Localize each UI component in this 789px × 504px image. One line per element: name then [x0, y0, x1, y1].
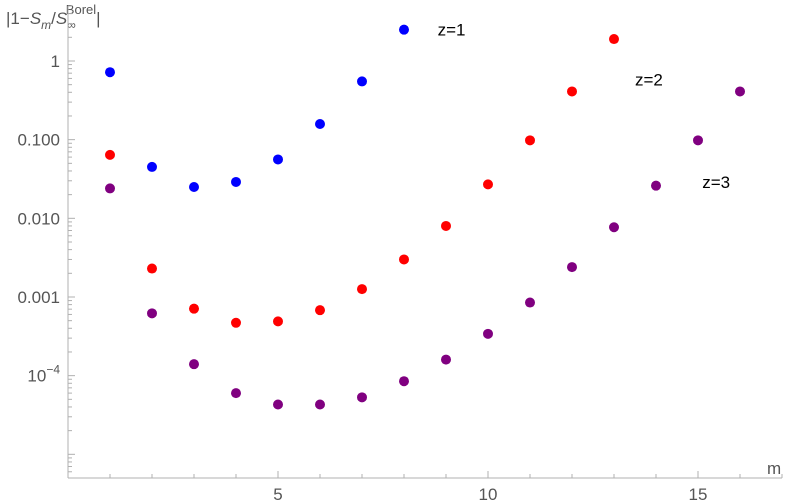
data-point	[567, 262, 577, 273]
data-point	[231, 388, 241, 399]
x-axis-ticks: 5 10 15	[67, 471, 783, 504]
y-tick-label: 0.010	[17, 209, 60, 228]
data-point	[105, 67, 115, 78]
data-point	[399, 24, 409, 35]
y-axis-ticks: 1 0.100 0.010 0.001 10−4	[17, 5, 75, 473]
data-point	[735, 86, 745, 97]
data-point	[357, 392, 367, 403]
series-label: z=2	[635, 71, 663, 90]
data-point	[105, 183, 115, 194]
series-label: z=1	[438, 21, 466, 40]
y-tick-label: 10−4	[27, 363, 60, 386]
data-point	[525, 297, 535, 308]
data-point	[441, 220, 451, 231]
data-point	[441, 354, 451, 365]
data-point	[105, 149, 115, 160]
data-point	[189, 182, 199, 193]
x-tick-label: 5	[273, 485, 282, 504]
data-point	[147, 161, 157, 172]
axes	[67, 6, 782, 479]
data-point	[315, 399, 325, 410]
data-point	[609, 34, 619, 45]
x-tick-label: 10	[479, 485, 498, 504]
data-point	[147, 263, 157, 274]
data-point	[273, 154, 283, 165]
y-tick-label: 0.001	[17, 288, 60, 307]
data-point	[147, 308, 157, 319]
data-point	[399, 376, 409, 387]
data-points	[105, 24, 745, 410]
data-point	[483, 328, 493, 339]
data-point	[651, 180, 661, 191]
data-point	[609, 222, 619, 233]
data-point	[525, 135, 535, 146]
data-point	[231, 176, 241, 187]
data-point	[315, 119, 325, 130]
data-point	[189, 359, 199, 370]
data-point	[231, 317, 241, 328]
series-annotations: z=1 z=2 z=3	[438, 21, 730, 192]
data-point	[357, 284, 367, 295]
data-point	[273, 316, 283, 327]
data-point	[357, 76, 367, 87]
x-tick-label: 15	[689, 485, 708, 504]
data-point	[567, 86, 577, 97]
data-point	[693, 135, 703, 146]
y-axis-title: |1−Sm/S∞Borel|	[6, 2, 101, 32]
y-tick-label: 1	[51, 52, 60, 71]
series-label: z=3	[702, 173, 730, 192]
data-point	[273, 399, 283, 410]
x-axis-title: m	[767, 459, 781, 478]
y-tick-label: 0.100	[17, 131, 60, 150]
data-point	[399, 254, 409, 265]
data-point	[483, 179, 493, 190]
data-point	[189, 303, 199, 314]
data-point	[315, 305, 325, 316]
